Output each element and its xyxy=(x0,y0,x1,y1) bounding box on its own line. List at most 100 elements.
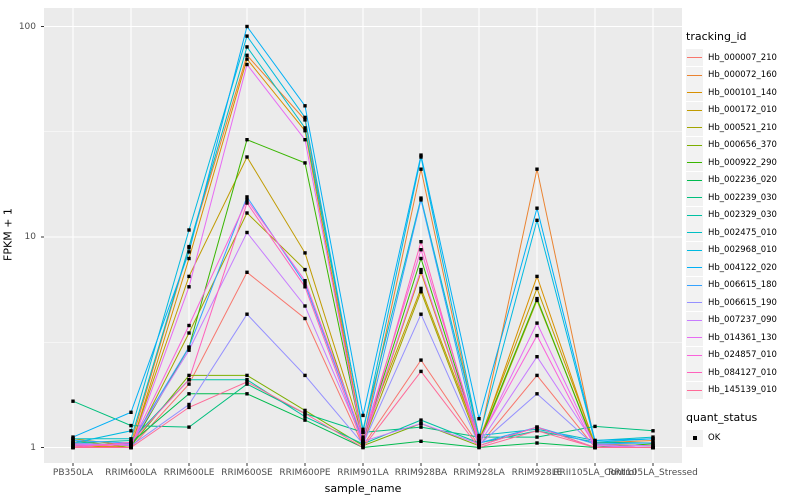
data-point xyxy=(303,115,307,120)
x-tick-label: RRIM901LA xyxy=(337,468,389,478)
data-point xyxy=(245,392,249,396)
x-tick-label: RRIM600SE xyxy=(221,468,273,478)
legend-item-label: Hb_000172_010 xyxy=(708,105,777,115)
data-point xyxy=(361,435,365,439)
data-point xyxy=(71,444,75,448)
data-point xyxy=(419,248,423,252)
legend-item: Hb_000922_290 xyxy=(686,154,777,171)
legend-item: Hb_014361_130 xyxy=(686,329,777,346)
data-point xyxy=(129,410,133,414)
data-point xyxy=(245,378,249,382)
data-point xyxy=(303,304,307,308)
legend-key-box xyxy=(686,171,703,189)
legend-item: Hb_000521_210 xyxy=(686,119,777,136)
data-point xyxy=(129,437,133,441)
legend-line-icon xyxy=(687,249,702,251)
data-point xyxy=(419,286,423,291)
data-point xyxy=(535,429,539,433)
y-tick-label: 10 xyxy=(24,232,36,242)
data-point xyxy=(187,285,191,289)
data-point xyxy=(651,444,655,448)
data-point xyxy=(477,417,481,421)
data-point xyxy=(651,435,655,439)
data-point xyxy=(187,274,191,279)
data-point xyxy=(187,425,191,429)
data-point xyxy=(593,445,597,450)
data-point xyxy=(303,251,307,255)
data-point xyxy=(245,270,249,274)
data-point xyxy=(245,211,249,215)
legend-line-icon xyxy=(687,197,702,198)
data-point xyxy=(419,155,423,159)
legend-item-ok: OK xyxy=(686,429,777,447)
legend-item-label: Hb_002968_010 xyxy=(708,245,777,255)
legend-key-box xyxy=(686,84,703,101)
data-point xyxy=(187,331,191,335)
legend-line-icon xyxy=(687,372,702,373)
data-point xyxy=(187,228,191,232)
legend-item: Hb_000072_160 xyxy=(686,66,777,84)
data-point xyxy=(303,415,307,419)
data-point xyxy=(419,421,423,426)
data-point xyxy=(187,392,191,396)
data-point xyxy=(129,443,133,447)
legend-title-tracking-id: tracking_id xyxy=(686,30,747,43)
legend-line-icon xyxy=(687,179,702,181)
legend-key-box xyxy=(686,429,703,447)
legend-item: Hb_000101_140 xyxy=(686,84,777,101)
data-point xyxy=(245,62,249,67)
data-point xyxy=(535,298,539,303)
data-point xyxy=(245,53,249,57)
legend-line-icon xyxy=(687,389,702,391)
data-point xyxy=(187,382,191,386)
legend: tracking_id Hb_000007_210 Hb_000072_160 Hb… xyxy=(686,30,777,447)
legend-item-label: Hb_002236_020 xyxy=(708,175,777,185)
data-point xyxy=(535,218,539,222)
data-point xyxy=(245,198,249,202)
legend-item-label: Hb_014361_130 xyxy=(708,332,777,343)
legend-line-icon xyxy=(687,127,702,128)
data-point xyxy=(535,321,539,325)
data-point xyxy=(419,153,423,157)
legend-item-label: Hb_006615_180 xyxy=(708,280,777,290)
data-point xyxy=(535,355,539,359)
data-point xyxy=(187,250,191,254)
x-tick-label: RRIM928BA xyxy=(394,468,448,478)
y-tick-label: 1 xyxy=(30,442,36,453)
data-point xyxy=(419,425,423,429)
data-point xyxy=(535,441,539,445)
y-tick-label: 100 xyxy=(18,21,36,32)
data-point xyxy=(361,413,365,418)
data-point xyxy=(303,285,307,289)
data-point xyxy=(303,373,307,378)
data-point xyxy=(303,282,307,286)
legend-item: Hb_002968_010 xyxy=(686,241,777,259)
legend-quant-status: quant_status OK xyxy=(686,411,777,447)
data-point xyxy=(303,129,307,133)
data-point xyxy=(187,405,191,410)
data-point xyxy=(245,373,249,378)
data-point xyxy=(129,429,133,433)
data-point xyxy=(535,425,539,429)
data-point xyxy=(419,369,423,374)
legend-item-label: Hb_024857_010 xyxy=(708,350,777,360)
x-tick-label: RRIM600PE xyxy=(279,468,331,478)
data-point xyxy=(71,441,75,445)
data-point xyxy=(535,392,539,396)
legend-item: Hb_024857_010 xyxy=(686,346,777,364)
data-point xyxy=(419,267,423,272)
legend-key-box xyxy=(686,136,703,154)
data-point xyxy=(419,418,423,422)
legend-key-box xyxy=(686,154,703,171)
data-point xyxy=(187,402,191,407)
legend-item: Hb_006615_180 xyxy=(686,276,777,294)
legend-line-icon xyxy=(687,162,702,163)
x-tick-label: RRII105LA_Stressed xyxy=(608,468,698,478)
y-axis-title: FPKM + 1 xyxy=(1,208,15,261)
legend-key-box xyxy=(686,119,703,136)
data-point xyxy=(593,444,597,448)
legend-item-label: Hb_000656_370 xyxy=(708,140,777,150)
data-point xyxy=(535,435,539,439)
data-point xyxy=(361,427,365,431)
